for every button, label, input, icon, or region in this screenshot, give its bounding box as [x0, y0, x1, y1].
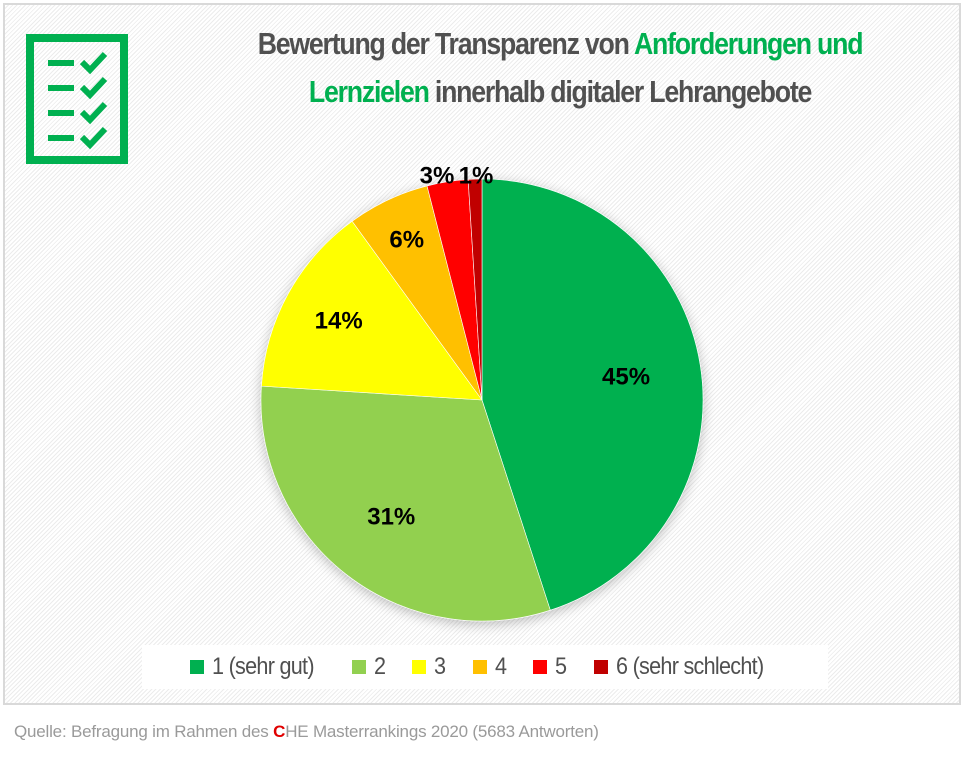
legend-swatch — [593, 660, 608, 674]
slice-label-6: 1% — [459, 163, 494, 190]
source-suffix: HE Masterrankings 2020 (5683 Antworten) — [285, 722, 599, 741]
legend-swatch — [190, 660, 205, 674]
legend-swatch — [351, 660, 366, 674]
legend-label: 5 — [555, 653, 567, 680]
legend-item-6: 6 (sehr schlecht) — [593, 653, 780, 681]
legend-swatch — [533, 660, 548, 674]
legend-label: 3 — [434, 653, 446, 680]
slice-label-4: 6% — [389, 227, 424, 254]
pie-slice-1 — [481, 178, 704, 611]
checklist-icon — [26, 34, 128, 164]
legend-label: 4 — [494, 653, 507, 680]
slice-label-3: 14% — [315, 308, 363, 335]
pie-slices — [260, 178, 704, 622]
legend-item-5: 5 — [533, 653, 568, 681]
source-note: Quelle: Befragung im Rahmen des CHE Mast… — [14, 722, 599, 742]
title-highlight-1: Anforderungen und — [633, 26, 864, 61]
chart-title: Bewertung der Transparenz von Anforderun… — [242, 20, 878, 116]
legend-swatch — [472, 660, 487, 674]
title-part-1: Bewertung der Transparenz von — [257, 26, 634, 61]
source-brand-c: C — [273, 722, 286, 741]
legend-label: 2 — [373, 653, 386, 680]
legend-item-1: 1 (sehr gut) — [190, 653, 325, 681]
chart-legend: 1 (sehr gut) 2 3 4 5 6 (sehr schlecht) — [142, 645, 828, 689]
slice-label-2: 31% — [367, 503, 415, 530]
legend-label: 6 (sehr schlecht) — [615, 653, 764, 680]
slice-label-1: 45% — [602, 364, 650, 391]
legend-swatch — [412, 660, 427, 674]
title-highlight-2: Lernzielen — [308, 74, 430, 109]
legend-item-4: 4 — [472, 653, 508, 681]
pie-slice-2 — [260, 385, 551, 622]
legend-item-2: 2 — [351, 653, 387, 681]
slice-label-5: 3% — [420, 163, 455, 190]
pie-slice-6 — [467, 178, 483, 401]
legend-label: 1 (sehr gut) — [212, 653, 315, 680]
legend-item-3: 3 — [412, 653, 447, 681]
title-part-2: innerhalb digitaler Lehrangebote — [428, 74, 812, 109]
pie-slice-3 — [261, 220, 483, 401]
source-prefix: Quelle: Befragung im Rahmen des — [14, 722, 274, 741]
